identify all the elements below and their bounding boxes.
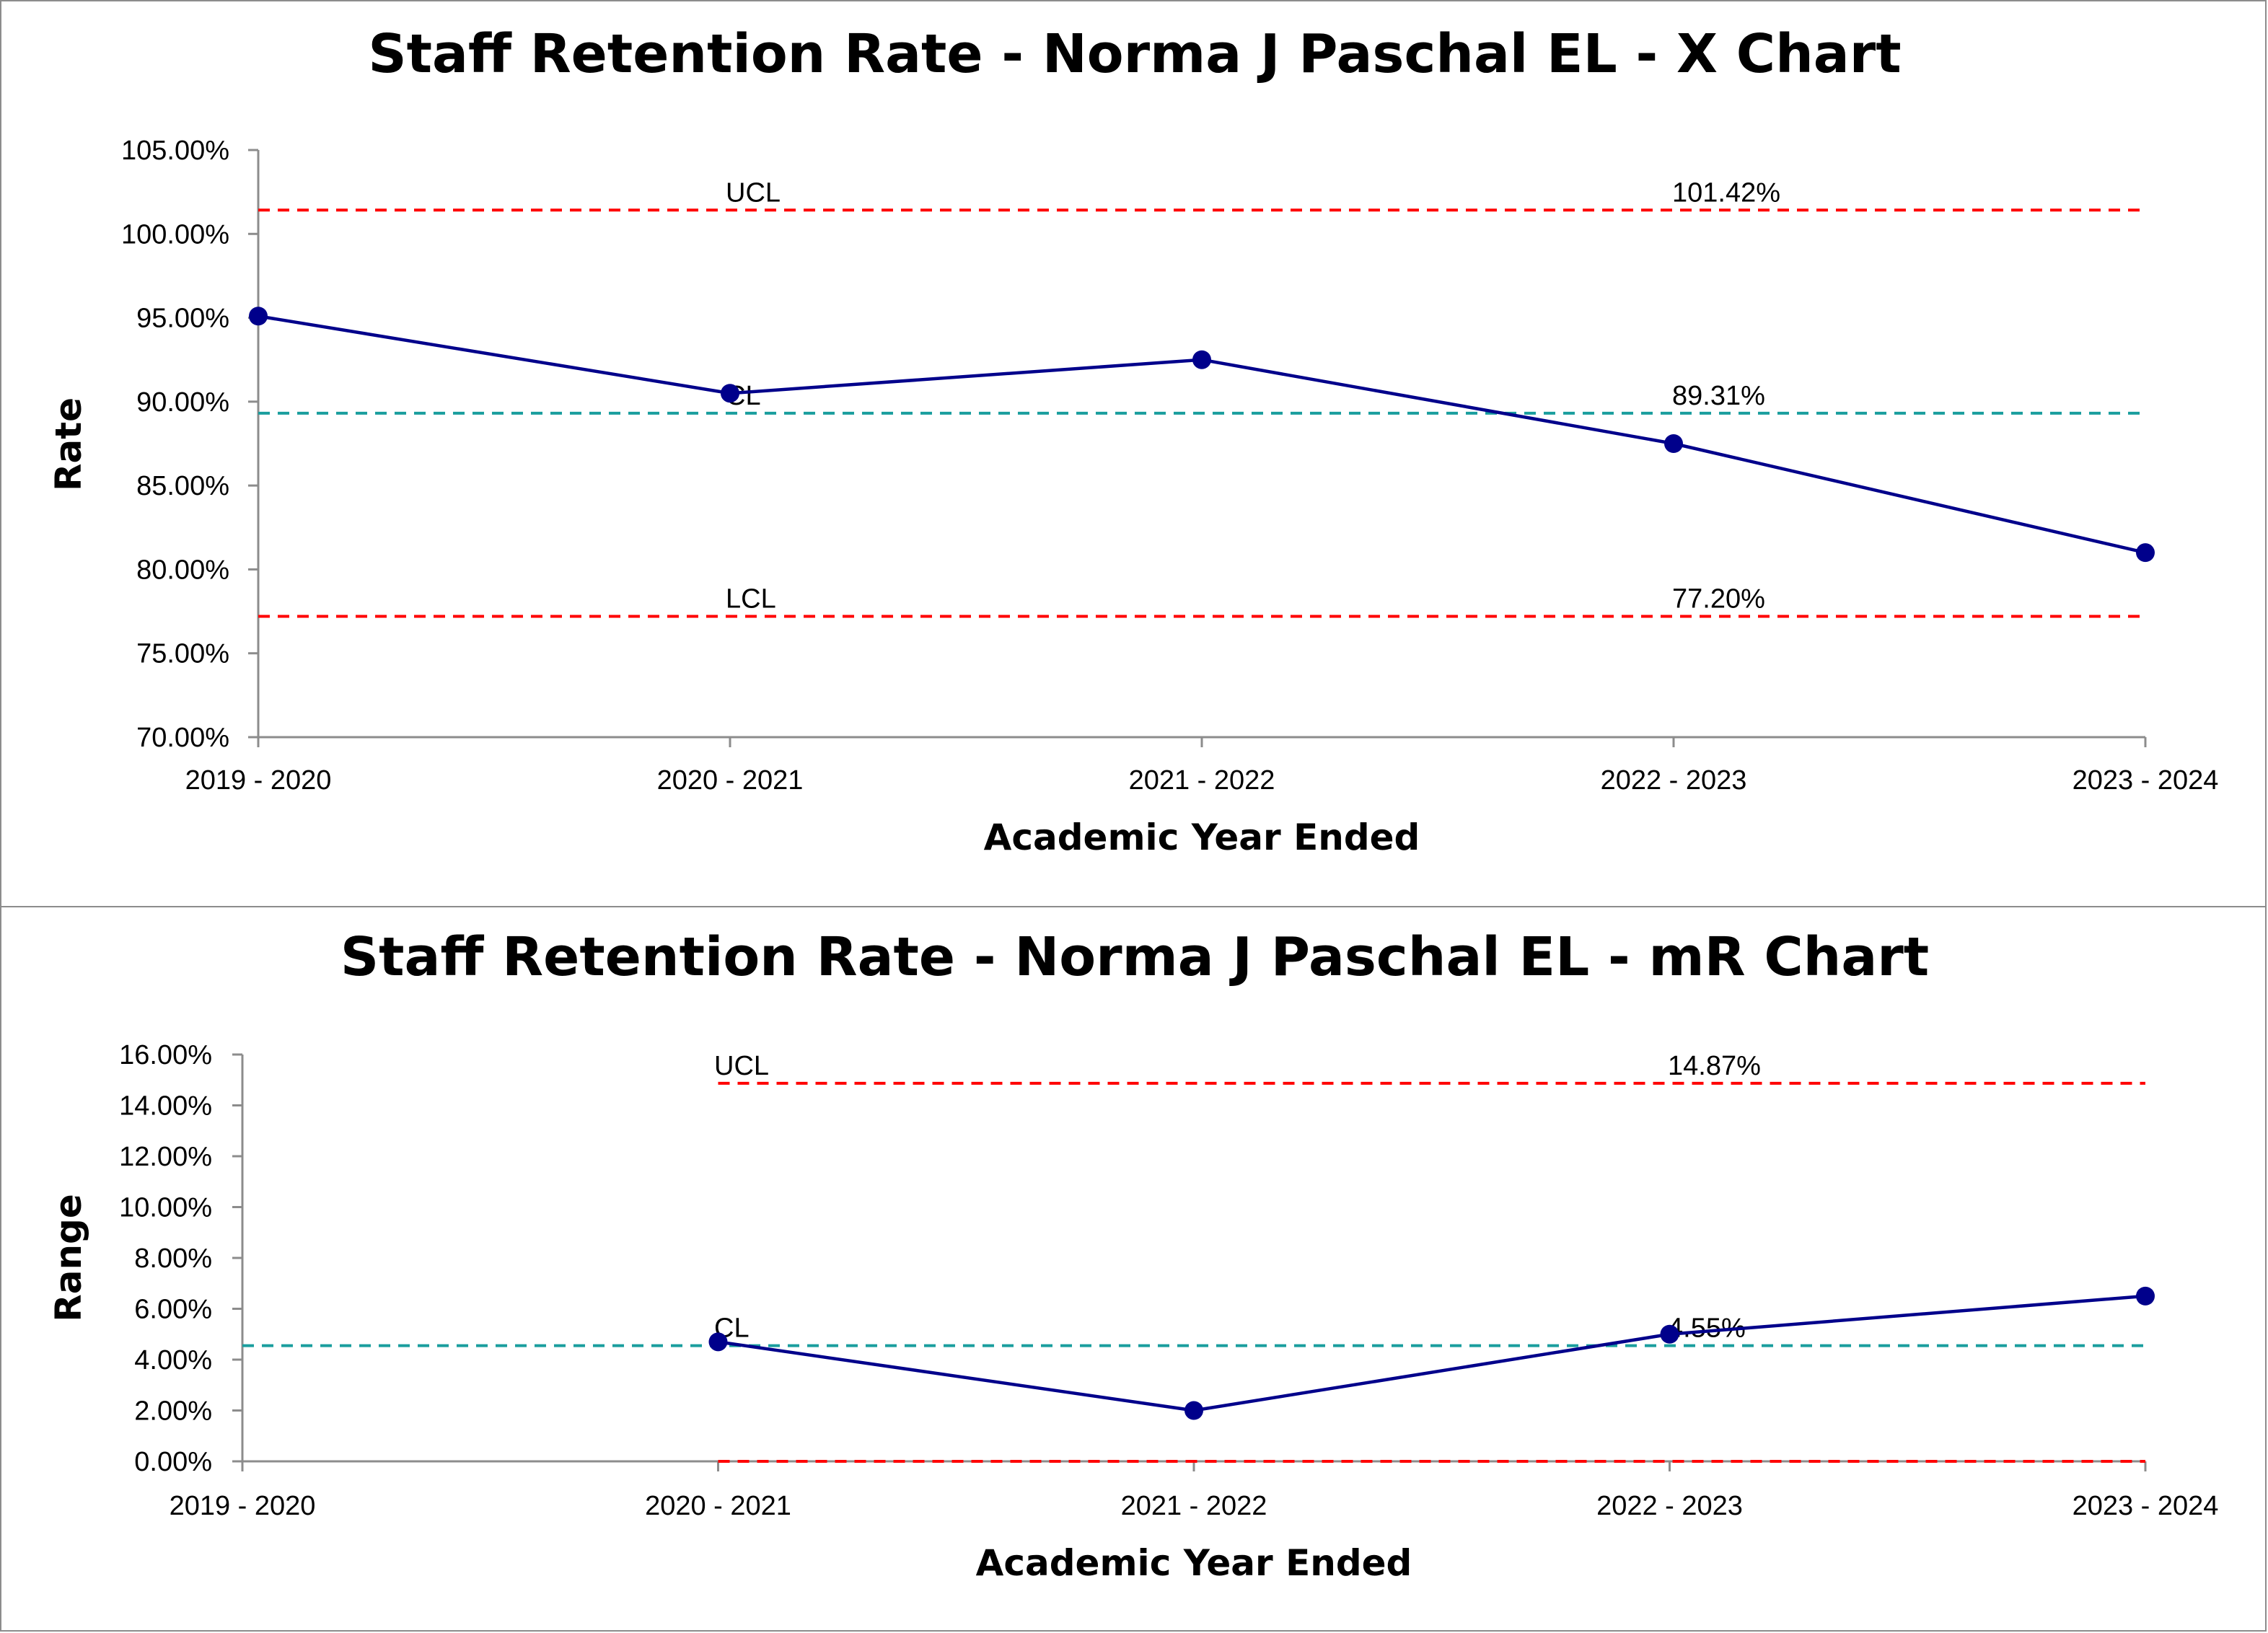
mr-chart-series-line — [718, 1294, 2146, 1412]
mr-chart-y-tick-label: 4.00% — [134, 1345, 212, 1375]
x-chart-x-tick-label: 2020 - 2021 — [657, 765, 804, 796]
x-chart-y-tick-label: 105.00% — [121, 136, 229, 166]
x-chart-y-tick-label: 80.00% — [136, 555, 229, 585]
x-chart-y-tick-label: 90.00% — [136, 387, 229, 418]
mr-chart-y-tick-label: 10.00% — [119, 1193, 212, 1223]
x-chart-data-point — [721, 384, 739, 403]
mr-chart-data-point — [1660, 1324, 1679, 1344]
mr-chart-y-tick-label: 6.00% — [134, 1295, 212, 1325]
mr-chart-x-tick-label: 2021 - 2022 — [1121, 1491, 1267, 1521]
x-chart-data-point — [249, 307, 268, 326]
mr-chart-x-tick-label: 2020 - 2021 — [645, 1491, 791, 1521]
mr-chart-x-tick-label: 2023 - 2024 — [2073, 1491, 2219, 1521]
mr-chart-x-tick-label: 2022 - 2023 — [1596, 1491, 1743, 1521]
x-chart-cl-value-label: 89.31% — [1672, 381, 1765, 411]
x-chart-lcl-value-label: 77.20% — [1672, 584, 1765, 615]
mr-chart-y-axis-label: Range — [48, 1194, 89, 1322]
mr-chart-panel: Staff Retention Rate - Norma J Paschal E… — [0, 906, 2267, 1632]
mr-chart-y-tick-label: 12.00% — [119, 1142, 212, 1172]
mr-chart-x-axis-label: Academic Year Ended — [976, 1542, 1412, 1584]
mr-chart-ucl-label: UCL — [714, 1051, 769, 1081]
x-chart-y-tick-label: 85.00% — [136, 471, 229, 501]
mr-chart-title: Staff Retention Rate - Norma J Paschal E… — [340, 926, 1929, 988]
x-chart-ucl-label: UCL — [726, 177, 781, 208]
x-chart-x-tick-label: 2021 - 2022 — [1129, 765, 1275, 796]
x-chart-x-tick-label: 2019 - 2020 — [185, 765, 332, 796]
x-chart-y-tick-label: 95.00% — [136, 304, 229, 334]
mr-chart-x-tick-label: 2019 - 2020 — [170, 1491, 316, 1521]
x-chart-x-axis-label: Academic Year Ended — [984, 816, 1420, 858]
x-chart-data-point — [2136, 543, 2155, 563]
mr-chart-svg: Staff Retention Rate - Norma J Paschal E… — [48, 926, 2219, 1584]
x-chart-y-axis-label: Rate — [48, 397, 89, 491]
x-chart-data-point — [1664, 434, 1683, 453]
mr-chart-y-tick-label: 14.00% — [119, 1091, 212, 1122]
x-chart-title: Staff Retention Rate - Norma J Paschal E… — [368, 23, 1901, 85]
mr-chart-y-tick-label: 16.00% — [119, 1040, 212, 1070]
x-chart-y-tick-label: 100.00% — [121, 219, 229, 250]
mr-chart-data-point — [1184, 1401, 1203, 1420]
mr-chart-y-tick-label: 8.00% — [134, 1244, 212, 1274]
x-chart-svg: Staff Retention Rate - Norma J Paschal E… — [48, 23, 2219, 858]
x-chart-x-tick-label: 2023 - 2024 — [2073, 765, 2219, 796]
mr-chart-data-point — [708, 1332, 728, 1352]
mr-chart-y-tick-label: 0.00% — [134, 1447, 212, 1477]
x-chart-lcl-label: LCL — [726, 584, 776, 615]
x-chart-ucl-value-label: 101.42% — [1672, 177, 1780, 208]
x-chart-y-tick-label: 75.00% — [136, 639, 229, 669]
mr-chart-y-tick-label: 2.00% — [134, 1396, 212, 1427]
x-chart-data-point — [1192, 350, 1211, 369]
x-chart-panel: Staff Retention Rate - Norma J Paschal E… — [0, 0, 2267, 910]
mr-chart-ucl-value-label: 14.87% — [1668, 1051, 1761, 1081]
mr-chart-data-point — [2136, 1286, 2155, 1306]
x-chart-x-tick-label: 2022 - 2023 — [1601, 765, 1747, 796]
x-chart-y-tick-label: 70.00% — [136, 723, 229, 753]
